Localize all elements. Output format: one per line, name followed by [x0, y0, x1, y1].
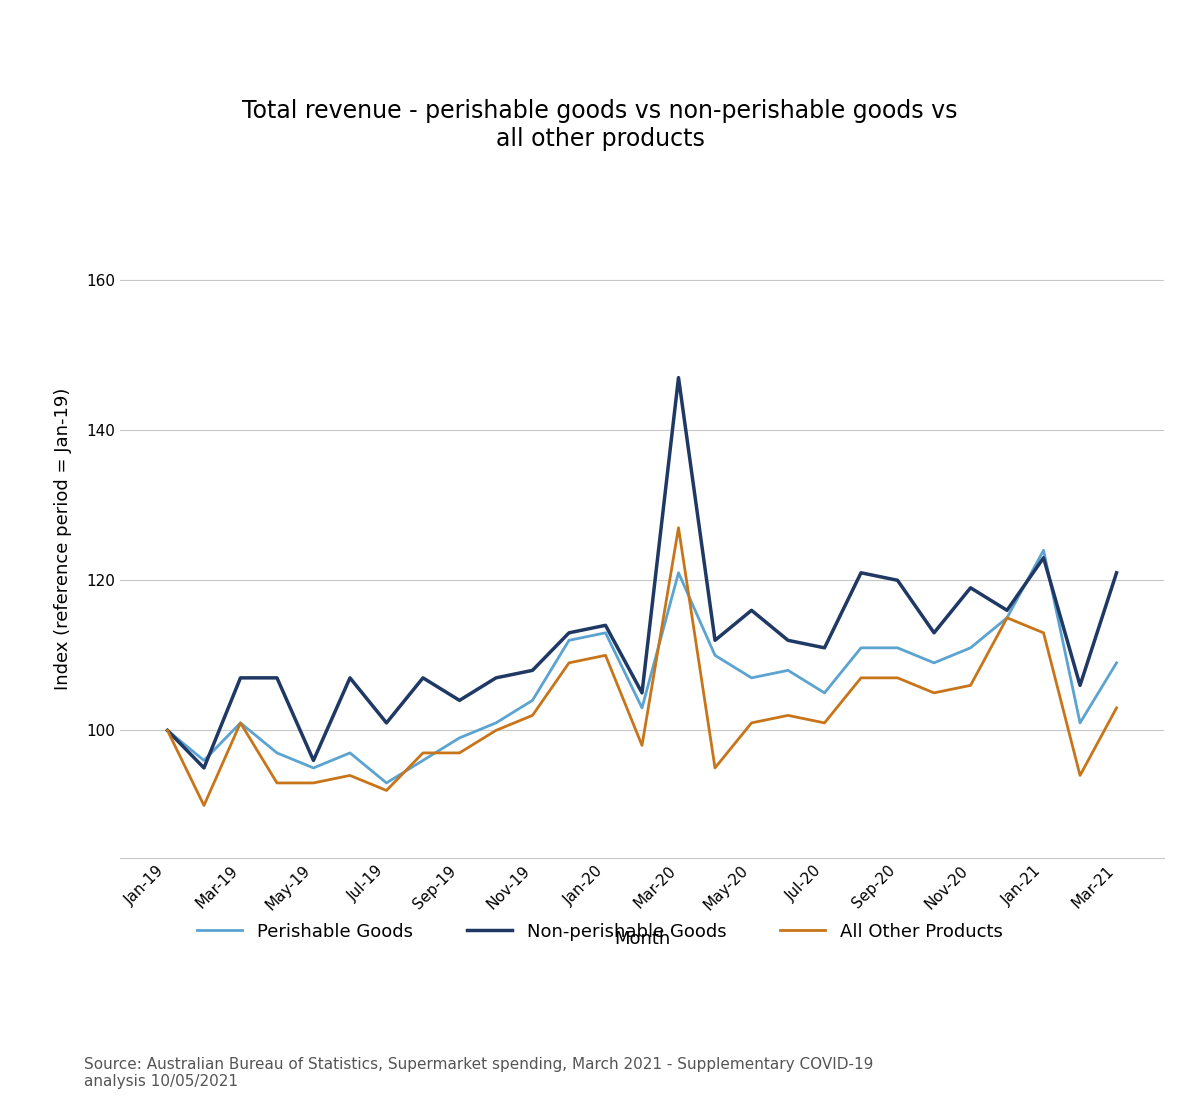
- All Other Products: [270, 777, 284, 790]
- Non-perishable Goods: [744, 604, 758, 617]
- All Other Products: [671, 521, 685, 535]
- Non-perishable Goods: [1109, 566, 1123, 580]
- Non-perishable Goods: [306, 754, 320, 767]
- Perishable Goods: [817, 686, 832, 700]
- Non-perishable Goods: [197, 761, 211, 774]
- Perishable Goods: [926, 657, 941, 670]
- All Other Products: [744, 716, 758, 729]
- Non-perishable Goods: [1000, 604, 1014, 617]
- Non-perishable Goods: [635, 686, 649, 700]
- Non-perishable Goods: [452, 694, 467, 707]
- Non-perishable Goods: [343, 671, 358, 684]
- Perishable Goods: [1109, 657, 1123, 670]
- All Other Products: [708, 761, 722, 774]
- Non-perishable Goods: [562, 626, 576, 639]
- Non-perishable Goods: [890, 574, 905, 587]
- All Other Products: [781, 708, 796, 722]
- All Other Products: [562, 657, 576, 670]
- Non-perishable Goods: [161, 724, 175, 737]
- All Other Products: [854, 671, 869, 684]
- All Other Products: [817, 716, 832, 729]
- All Other Products: [197, 799, 211, 812]
- All Other Products: [526, 708, 540, 722]
- Non-perishable Goods: [379, 716, 394, 729]
- Perishable Goods: [964, 641, 978, 654]
- Perishable Goods: [197, 754, 211, 767]
- Perishable Goods: [1037, 543, 1051, 557]
- Non-perishable Goods: [415, 671, 430, 684]
- Perishable Goods: [343, 746, 358, 759]
- Non-perishable Goods: [599, 618, 613, 631]
- Perishable Goods: [452, 732, 467, 745]
- Perishable Goods: [671, 566, 685, 580]
- Non-perishable Goods: [526, 663, 540, 676]
- All Other Products: [1037, 626, 1051, 639]
- Perishable Goods: [526, 694, 540, 707]
- All Other Products: [1109, 702, 1123, 715]
- Perishable Goods: [599, 626, 613, 639]
- All Other Products: [599, 649, 613, 662]
- Line: Perishable Goods: Perishable Goods: [168, 550, 1116, 783]
- X-axis label: Month: Month: [614, 930, 670, 948]
- All Other Products: [488, 724, 503, 737]
- Non-perishable Goods: [1073, 679, 1087, 692]
- Non-perishable Goods: [781, 634, 796, 647]
- Non-perishable Goods: [926, 626, 941, 639]
- Legend: Perishable Goods, Non-perishable Goods, All Other Products: Perishable Goods, Non-perishable Goods, …: [190, 915, 1010, 948]
- Non-perishable Goods: [817, 641, 832, 654]
- Text: Source: Australian Bureau of Statistics, Supermarket spending, March 2021 - Supp: Source: Australian Bureau of Statistics,…: [84, 1057, 874, 1089]
- Non-perishable Goods: [233, 671, 247, 684]
- Line: Non-perishable Goods: Non-perishable Goods: [168, 377, 1116, 768]
- All Other Products: [964, 679, 978, 692]
- All Other Products: [890, 671, 905, 684]
- All Other Products: [1073, 769, 1087, 782]
- All Other Products: [1000, 612, 1014, 625]
- Perishable Goods: [233, 716, 247, 729]
- All Other Products: [161, 724, 175, 737]
- Non-perishable Goods: [488, 671, 503, 684]
- Non-perishable Goods: [708, 634, 722, 647]
- Y-axis label: Index (reference period = Jan-19): Index (reference period = Jan-19): [54, 388, 72, 690]
- Line: All Other Products: All Other Products: [168, 528, 1116, 805]
- Perishable Goods: [708, 649, 722, 662]
- All Other Products: [635, 739, 649, 752]
- Perishable Goods: [781, 663, 796, 676]
- All Other Products: [306, 777, 320, 790]
- Perishable Goods: [562, 634, 576, 647]
- All Other Products: [452, 746, 467, 759]
- Non-perishable Goods: [854, 566, 869, 580]
- Perishable Goods: [161, 724, 175, 737]
- Non-perishable Goods: [270, 671, 284, 684]
- Non-perishable Goods: [1037, 551, 1051, 564]
- Text: Total revenue - perishable goods vs non-perishable goods vs
all other products: Total revenue - perishable goods vs non-…: [242, 99, 958, 151]
- Perishable Goods: [635, 702, 649, 715]
- Perishable Goods: [415, 754, 430, 767]
- Perishable Goods: [890, 641, 905, 654]
- All Other Products: [379, 784, 394, 798]
- Perishable Goods: [270, 746, 284, 759]
- Perishable Goods: [744, 671, 758, 684]
- All Other Products: [415, 746, 430, 759]
- All Other Products: [926, 686, 941, 700]
- Perishable Goods: [488, 716, 503, 729]
- All Other Products: [343, 769, 358, 782]
- Perishable Goods: [306, 761, 320, 774]
- All Other Products: [233, 716, 247, 729]
- Perishable Goods: [1073, 716, 1087, 729]
- Non-perishable Goods: [671, 371, 685, 384]
- Perishable Goods: [1000, 612, 1014, 625]
- Perishable Goods: [854, 641, 869, 654]
- Perishable Goods: [379, 777, 394, 790]
- Non-perishable Goods: [964, 581, 978, 594]
